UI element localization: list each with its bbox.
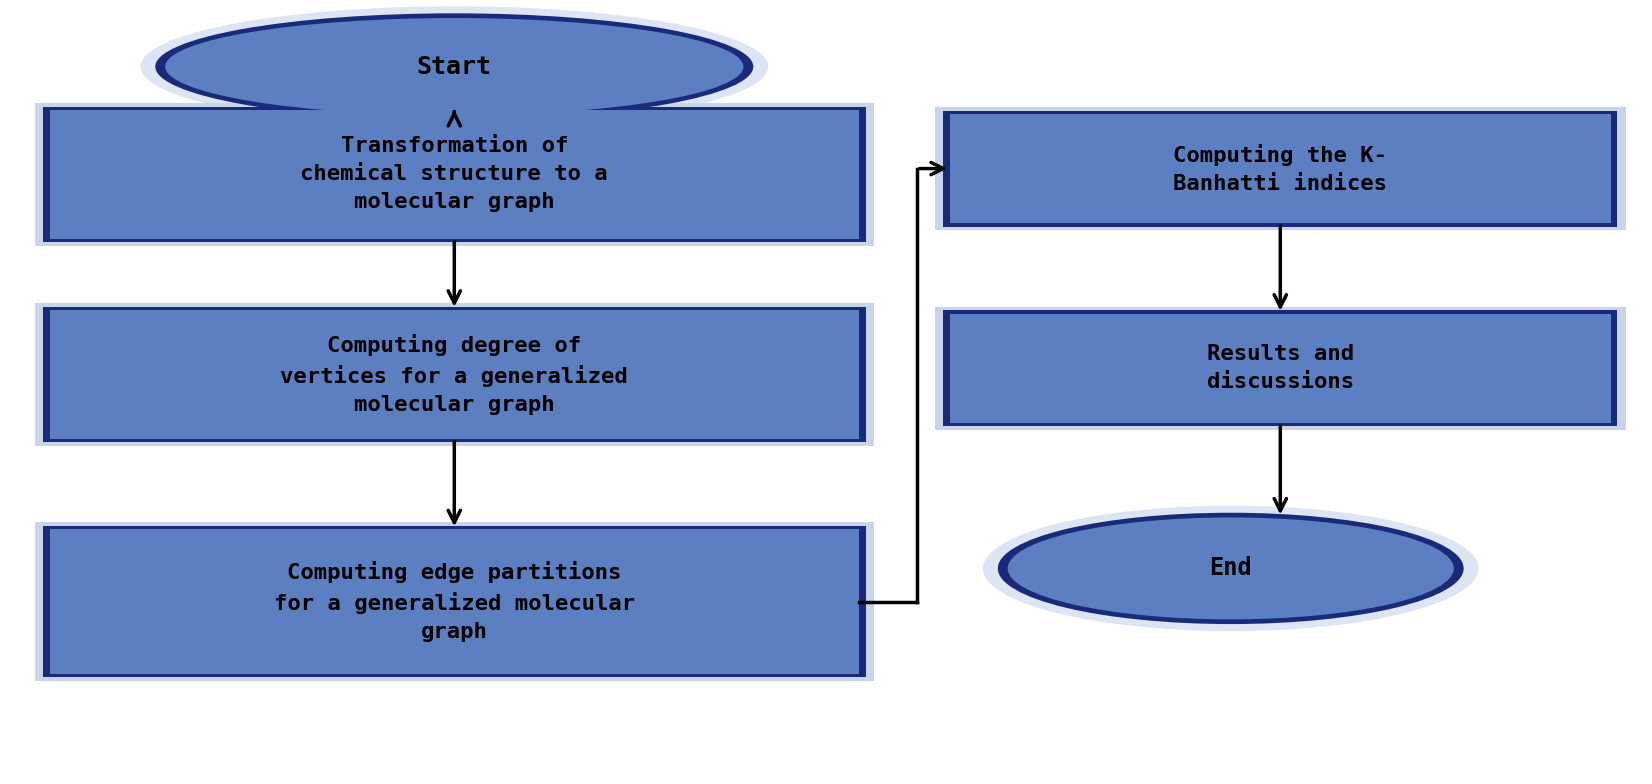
- Ellipse shape: [998, 513, 1464, 624]
- FancyBboxPatch shape: [35, 522, 874, 681]
- FancyBboxPatch shape: [59, 534, 869, 679]
- Text: Computing edge partitions
for a generalized molecular
graph: Computing edge partitions for a generali…: [274, 561, 634, 642]
- FancyBboxPatch shape: [59, 314, 869, 444]
- Ellipse shape: [155, 13, 753, 120]
- FancyBboxPatch shape: [59, 114, 869, 244]
- Text: Results and
discussions: Results and discussions: [1206, 344, 1355, 393]
- FancyBboxPatch shape: [43, 307, 866, 442]
- Text: Computing degree of
vertices for a generalized
molecular graph: Computing degree of vertices for a gener…: [281, 334, 628, 415]
- Ellipse shape: [983, 506, 1479, 631]
- FancyBboxPatch shape: [950, 314, 1611, 423]
- FancyBboxPatch shape: [50, 110, 859, 239]
- FancyBboxPatch shape: [50, 310, 859, 439]
- Ellipse shape: [165, 18, 743, 115]
- Text: Computing the K-
Banhatti indices: Computing the K- Banhatti indices: [1173, 143, 1388, 194]
- FancyBboxPatch shape: [35, 303, 874, 446]
- Ellipse shape: [175, 23, 753, 120]
- FancyBboxPatch shape: [43, 526, 866, 677]
- FancyBboxPatch shape: [943, 310, 1617, 426]
- Text: Start: Start: [416, 55, 492, 78]
- Text: End: End: [1209, 557, 1252, 580]
- Ellipse shape: [1008, 517, 1454, 619]
- FancyBboxPatch shape: [960, 318, 1621, 428]
- FancyBboxPatch shape: [935, 307, 1626, 430]
- Ellipse shape: [1018, 522, 1464, 624]
- FancyBboxPatch shape: [935, 107, 1626, 230]
- FancyBboxPatch shape: [43, 107, 866, 242]
- Ellipse shape: [140, 6, 768, 127]
- FancyBboxPatch shape: [943, 111, 1617, 227]
- Text: Transformation of
chemical structure to a
molecular graph: Transformation of chemical structure to …: [301, 136, 608, 212]
- FancyBboxPatch shape: [950, 114, 1611, 223]
- FancyBboxPatch shape: [50, 529, 859, 674]
- FancyBboxPatch shape: [960, 118, 1621, 228]
- FancyBboxPatch shape: [35, 103, 874, 246]
